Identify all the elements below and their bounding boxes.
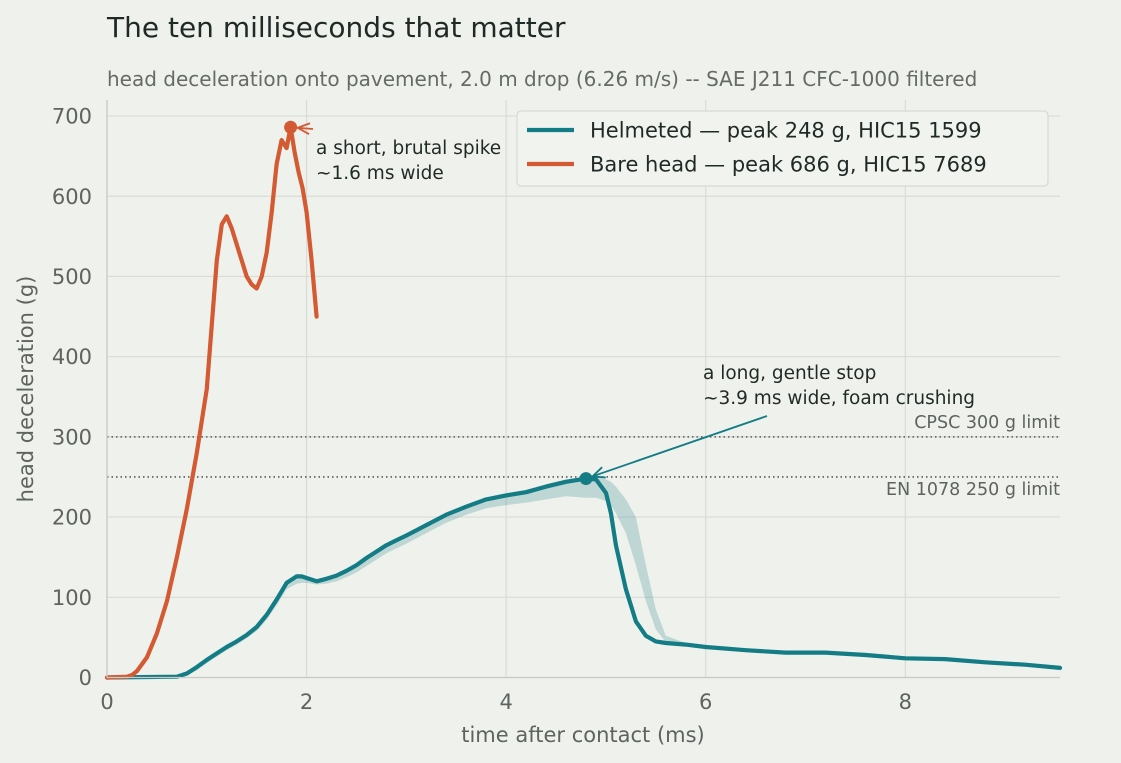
helmeted-variability-band [107, 477, 1060, 678]
helmeted-peak-marker [579, 472, 593, 486]
chart-subtitle: head deceleration onto pavement, 2.0 m d… [107, 67, 977, 91]
x-axis-label: time after contact (ms) [461, 723, 705, 747]
reference-lines: CPSC 300 g limit EN 1078 250 g limit [107, 413, 1060, 500]
y-tick-label: 700 [52, 105, 92, 129]
legend-frame [516, 110, 1049, 187]
reference-line-label: CPSC 300 g limit [914, 413, 1060, 433]
y-ticks: 0 100 200 300 400 500 600 700 [52, 105, 92, 690]
annotation-arrowhead [590, 466, 606, 479]
bare-head-series-line [104, 125, 319, 680]
y-tick-label: 200 [52, 506, 92, 530]
reference-line-label: EN 1078 250 g limit [886, 480, 1060, 500]
annotation-text: a long, gentle stop [703, 363, 876, 384]
legend-label: Bare head — peak 686 g, HIC15 7689 [590, 153, 987, 177]
variability-band [107, 477, 1060, 678]
bare-head-peak-marker [284, 120, 298, 134]
series-lines [104, 125, 1063, 680]
y-tick-label: 0 [79, 666, 92, 690]
annotation-arrow [297, 126, 314, 130]
x-tick-label: 2 [300, 690, 313, 714]
y-tick-label: 500 [52, 265, 92, 289]
x-tick-label: 0 [100, 690, 113, 714]
x-tick-label: 8 [899, 690, 912, 714]
annotation-arrowhead [295, 122, 311, 136]
chart-title: The ten milliseconds that matter [106, 11, 566, 44]
annotation-text: a short, brutal spike [316, 138, 501, 159]
y-tick-label: 100 [52, 586, 92, 610]
peak-markers [284, 120, 593, 486]
annotations: a short, brutal spike ~1.6 ms wide a long,… [295, 122, 975, 479]
legend: Helmeted — peak 248 g, HIC15 1599 Bare he… [516, 110, 1049, 187]
annotation-arrow [592, 415, 768, 478]
y-tick-label: 400 [52, 345, 92, 369]
x-tick-label: 4 [499, 690, 512, 714]
y-axis-label: head deceleration (g) [14, 276, 38, 503]
x-ticks: 0 2 4 6 8 [100, 690, 912, 714]
legend-label: Helmeted — peak 248 g, HIC15 1599 [590, 119, 982, 143]
helmeted-series-line [104, 476, 1063, 680]
y-tick-label: 600 [52, 185, 92, 209]
annotation-text: ~3.9 ms wide, foam crushing [703, 388, 975, 409]
x-tick-label: 6 [699, 690, 712, 714]
annotation-text: ~1.6 ms wide [316, 163, 444, 184]
y-tick-label: 300 [52, 425, 92, 449]
